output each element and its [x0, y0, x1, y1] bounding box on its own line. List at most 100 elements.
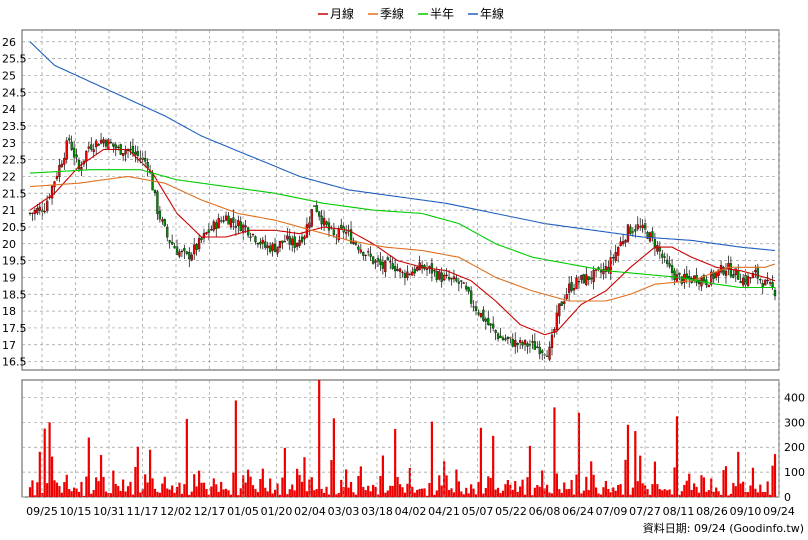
volume-bar	[751, 467, 755, 497]
volume-bar	[572, 494, 576, 497]
volume-bar	[38, 451, 41, 497]
volume-bar	[197, 470, 201, 497]
candle-body	[715, 272, 718, 278]
x-tick-label: 06/08	[529, 505, 561, 518]
volume-bar	[614, 490, 617, 497]
volume-bar	[496, 487, 500, 497]
candle-body	[724, 270, 728, 276]
volume-bar	[371, 484, 375, 497]
volume-bar	[538, 486, 541, 497]
volume-bar	[234, 400, 237, 497]
volume-bar	[695, 486, 698, 497]
candle-body	[318, 211, 321, 217]
candle-body	[768, 282, 772, 284]
volume-bar	[587, 490, 590, 497]
candle-body	[592, 270, 595, 283]
volume-bar	[523, 494, 527, 497]
volume-bar	[381, 455, 384, 497]
y-tick-label: 22.5	[2, 154, 27, 167]
volume-bar	[445, 475, 448, 497]
candle-body	[504, 338, 507, 341]
candle-body	[465, 285, 468, 290]
volume-bar	[722, 470, 725, 497]
volume-bar	[114, 483, 117, 497]
candle-body	[651, 231, 654, 238]
volume-bar	[202, 482, 206, 497]
volume-bar	[286, 494, 289, 497]
candle-body	[180, 250, 184, 253]
volume-bar	[656, 484, 659, 497]
volume-bar	[158, 492, 161, 497]
y-tick-label: 0	[784, 491, 791, 504]
candle-body	[384, 260, 387, 273]
candle-body	[675, 274, 679, 283]
candle-body	[99, 139, 103, 144]
volume-bar	[428, 483, 431, 497]
volume-bar	[482, 493, 485, 497]
candle-body	[445, 274, 448, 276]
volume-bar	[707, 490, 710, 497]
candle-body	[590, 277, 593, 280]
candle-body	[541, 350, 544, 353]
candle-body	[95, 140, 98, 148]
volume-bar	[222, 489, 225, 497]
volume-bar	[325, 486, 328, 497]
candle-body	[396, 269, 399, 271]
candle-body	[717, 269, 720, 276]
candle-body	[550, 334, 554, 348]
candle-body	[653, 239, 657, 249]
volume-bar	[391, 485, 394, 497]
volume-bar	[50, 456, 54, 497]
volume-bar	[229, 494, 233, 497]
volume-bar	[472, 488, 475, 497]
candle-body	[663, 256, 666, 258]
candle-body	[521, 342, 524, 346]
volume-bar	[28, 487, 32, 497]
candle-body	[286, 235, 289, 240]
volume-bar	[673, 467, 676, 497]
candle-body	[68, 138, 71, 141]
candle-body	[144, 158, 147, 162]
volume-bar	[278, 494, 282, 497]
candle-body	[124, 150, 127, 155]
x-tick-label: 05/07	[462, 505, 494, 518]
volume-bar	[727, 495, 730, 497]
candle-body	[264, 241, 267, 248]
candle-body	[391, 263, 394, 269]
volume-bar	[232, 472, 235, 497]
candle-body	[771, 282, 774, 288]
volume-bar	[237, 495, 240, 497]
candle-body	[700, 277, 703, 287]
volume-bar	[161, 483, 164, 497]
volume-bar	[95, 477, 98, 497]
candle-body	[112, 143, 115, 147]
volume-bar	[749, 485, 752, 497]
volume-bar	[109, 493, 112, 497]
candle-body	[55, 175, 59, 180]
volume-bar	[75, 488, 78, 497]
candle-body	[303, 236, 306, 240]
volume-bar	[195, 486, 198, 497]
volume-bars	[28, 380, 777, 497]
volume-bar	[398, 484, 402, 497]
volume-bar	[119, 490, 122, 497]
candle-body	[379, 259, 382, 265]
volume-bar	[636, 481, 639, 497]
candle-body	[129, 149, 132, 151]
candle-body	[254, 236, 257, 243]
volume-bar	[190, 491, 193, 497]
candle-body	[244, 225, 247, 228]
volume-bar	[379, 475, 382, 497]
volume-bar	[470, 484, 473, 497]
candle-body	[173, 245, 176, 249]
y-tick-label: 24	[2, 103, 16, 116]
volume-bar	[621, 494, 625, 497]
candle-body	[558, 303, 561, 317]
volume-bar	[634, 431, 637, 497]
candle-body	[389, 261, 392, 263]
volume-bar	[153, 488, 157, 497]
candle-body	[467, 287, 470, 292]
candle-body	[364, 254, 367, 256]
candle-body	[401, 271, 404, 274]
candle-body	[220, 220, 223, 222]
